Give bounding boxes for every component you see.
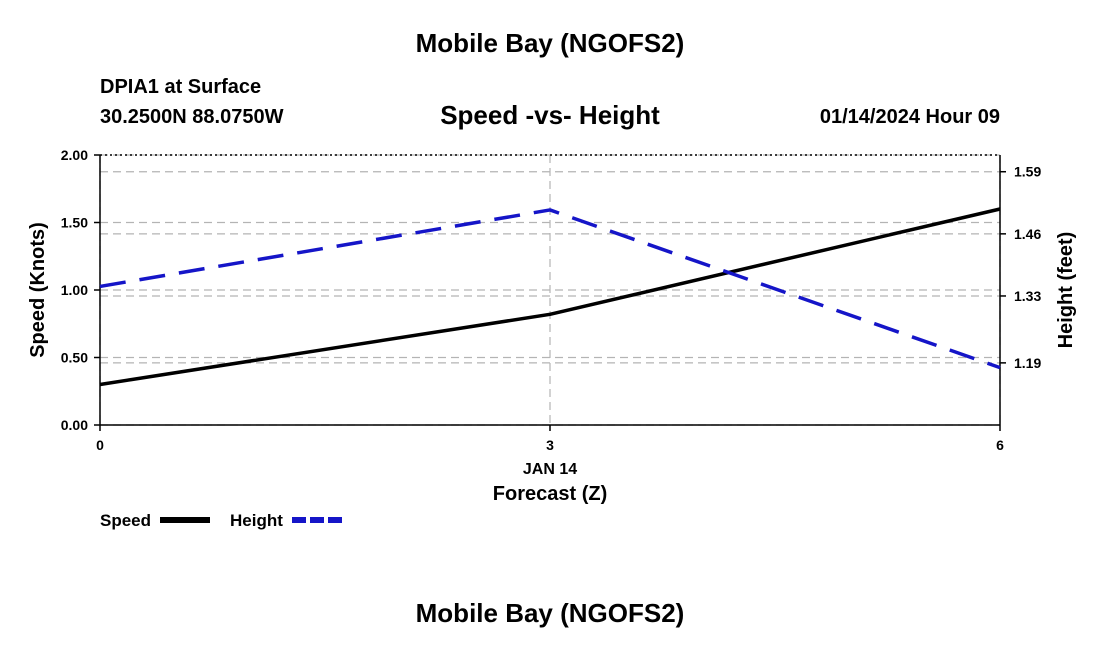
x-tick-label: 6 bbox=[996, 437, 1004, 453]
legend: Speed Height bbox=[100, 511, 342, 530]
y-left-tick-label: 2.00 bbox=[61, 147, 88, 163]
page-title: Mobile Bay (NGOFS2) bbox=[415, 28, 685, 58]
station-label: DPIA1 at Surface bbox=[100, 76, 262, 98]
datetime-label: 01/14/2024 Hour 09 bbox=[819, 106, 1000, 128]
labels-layer: 0.00 0.50 1.00 1.50 2.00 1.19 1.33 1.46 1.59 0 3 6 J… bbox=[27, 147, 1077, 505]
y-left-tick-label: 0.00 bbox=[61, 417, 88, 433]
y-left-axis-label: Speed (Knots) bbox=[27, 222, 49, 358]
y-right-tick-label: 1.46 bbox=[1014, 226, 1041, 242]
series-layer bbox=[99, 207, 1001, 387]
series-line-speed bbox=[99, 207, 1001, 387]
y-left-tick-label: 1.00 bbox=[61, 282, 88, 298]
y-right-tick-label: 1.59 bbox=[1014, 164, 1041, 180]
chart-title: Speed -vs- Height bbox=[440, 100, 660, 130]
y-left-tick-label: 1.50 bbox=[61, 215, 88, 231]
x-sublabel: JAN 14 bbox=[523, 461, 577, 478]
grid-layer bbox=[99, 154, 1001, 426]
axes-layer bbox=[94, 154, 1006, 431]
legend-label-speed: Speed bbox=[100, 511, 151, 530]
footer-title: Mobile Bay (NGOFS2) bbox=[415, 598, 685, 628]
y-right-tick-label: 1.33 bbox=[1014, 288, 1041, 304]
y-left-tick-label: 0.50 bbox=[61, 350, 88, 366]
x-tick-label: 0 bbox=[96, 437, 104, 453]
series-line-height bbox=[99, 208, 1001, 370]
y-right-axis-label: Height (feet) bbox=[1055, 232, 1077, 349]
y-right-tick-label: 1.19 bbox=[1014, 355, 1041, 371]
x-tick-label: 3 bbox=[546, 437, 554, 453]
coordinates-label: 30.2500N 88.0750W bbox=[100, 106, 284, 128]
legend-label-height: Height bbox=[230, 511, 283, 530]
x-axis-label: Forecast (Z) bbox=[493, 483, 607, 505]
